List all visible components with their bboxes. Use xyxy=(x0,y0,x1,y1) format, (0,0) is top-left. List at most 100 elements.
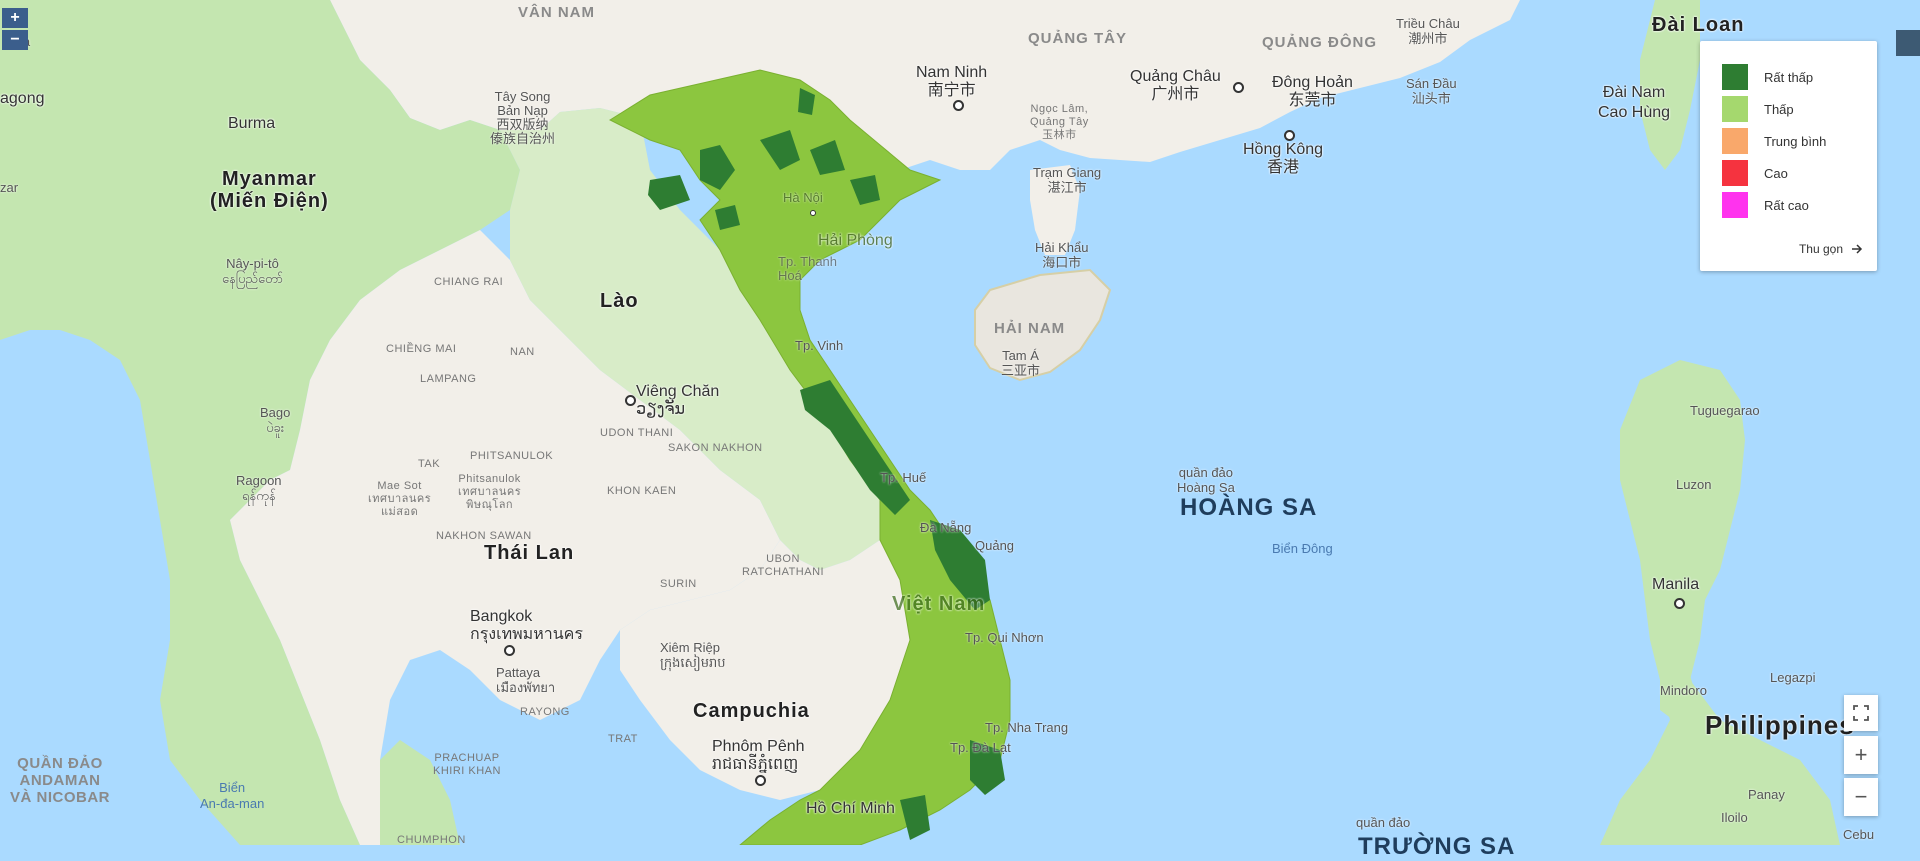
zoom-control-topleft: + − xyxy=(0,8,30,52)
bangkok-marker xyxy=(504,645,515,656)
label-kaohsiung: Đài Nam Cao Hùng xyxy=(1598,84,1671,121)
manila-marker xyxy=(1674,598,1685,609)
legend-collapse-button[interactable]: Thu gọn xyxy=(1799,242,1863,256)
zoom-out-button-topleft[interactable]: − xyxy=(2,30,28,50)
phnompenh-marker xyxy=(755,775,766,786)
hainan-island xyxy=(974,268,1112,382)
legend-collapse-label: Thu gọn xyxy=(1798,242,1843,256)
label-naypyidaw: Nây-pi-tô နေပြည်တော် xyxy=(222,256,284,286)
fullscreen-button[interactable] xyxy=(1844,695,1878,731)
legend-swatch xyxy=(1722,128,1748,154)
label-haikou: Hải Khẩu 海口市 xyxy=(1035,240,1089,270)
legend-swatch xyxy=(1722,192,1748,218)
label-phitsanulok: PHITSANULOK xyxy=(470,450,554,462)
legend-label: Trung bình xyxy=(1764,133,1827,149)
label-cambodia: Campuchia xyxy=(693,700,810,722)
label-nakhon-sawan: NAKHON SAWAN xyxy=(436,530,532,542)
label-khon-kaen: KHON KAEN xyxy=(607,485,677,497)
fullscreen-icon xyxy=(1853,705,1869,721)
label-hcm: Hồ Chí Minh xyxy=(806,800,895,817)
label-agong: agong xyxy=(0,90,45,107)
label-udon: UDON THANI xyxy=(600,427,674,439)
vientiane-marker xyxy=(625,395,636,406)
label-chumphon: CHUMPHON xyxy=(397,834,466,846)
zoom-in-button-topleft[interactable]: + xyxy=(2,8,28,28)
legend-label: Cao xyxy=(1764,165,1788,181)
label-chiang-mai: CHIỀNG MAI xyxy=(386,343,457,355)
label-tuguegarao: Tuguegarao xyxy=(1690,403,1760,418)
legend-swatch xyxy=(1722,64,1748,90)
label-haiphong: Hải Phòng xyxy=(818,232,893,249)
luzon-island xyxy=(1600,360,1840,845)
zoom-out-button[interactable]: − xyxy=(1844,778,1878,816)
label-lampang: LAMPANG xyxy=(420,373,477,385)
label-sanya: Tam Á 三亚市 xyxy=(1001,348,1041,378)
legend-swatch xyxy=(1722,160,1748,186)
label-truong-sa-small: quần đảo xyxy=(1356,815,1411,830)
china-landmass xyxy=(330,0,1520,190)
label-chaozhou: Triều Châu 潮州市 xyxy=(1396,16,1460,46)
cambodia-landmass xyxy=(620,540,910,800)
legend-label: Rất thấp xyxy=(1764,69,1814,85)
label-dongguan: Đông Hoản 东莞市 xyxy=(1272,74,1353,109)
label-dalat: Tp. Đà Lạt xyxy=(950,740,1011,755)
vietnam-very-low-zones xyxy=(648,88,1005,840)
label-vientiane: Viêng Chăn ວຽງຈັນ xyxy=(636,383,720,418)
label-manila: Manila xyxy=(1652,576,1700,593)
legend-item-high: Cao xyxy=(1722,159,1788,187)
label-panay: Panay xyxy=(1748,787,1785,802)
label-bago: Bago ပဲခူး xyxy=(260,405,291,435)
legend-item-low: Thấp xyxy=(1722,95,1794,123)
label-danang: Đà Nẵng xyxy=(920,520,972,535)
leizhou-peninsula xyxy=(1030,165,1080,255)
label-hai-nam: HẢI NAM xyxy=(994,320,1066,337)
label-quinhon: Tp. Qui Nhơn xyxy=(965,630,1044,645)
label-surin: SURIN xyxy=(660,578,697,590)
myanmar-landmass xyxy=(0,0,520,845)
vietnam-landmass xyxy=(608,69,1011,845)
label-nhatrang: Tp. Nha Trang xyxy=(985,720,1069,735)
label-siemreap: Xiêm Riệp ក្រុងសៀមរាប xyxy=(660,640,726,670)
label-truong-sa: TRƯỜNG SA xyxy=(1358,833,1516,860)
label-thailand: Thái Lan xyxy=(484,542,575,564)
guangzhou-marker xyxy=(1233,82,1244,93)
label-philippines: Philippines xyxy=(1705,710,1855,740)
label-maesot: Mae Sot เทศบาลนคร แม่สอด xyxy=(368,480,432,518)
hongkong-marker xyxy=(1284,130,1295,141)
label-vietnam: Việt Nam xyxy=(892,593,986,615)
label-trat: TRAT xyxy=(608,733,638,745)
label-taiwan: Đài Loan xyxy=(1652,14,1745,36)
label-chiang-rai: CHIANG RAI xyxy=(434,276,504,288)
label-quang-tay: QUẢNG TÂY xyxy=(1028,30,1127,47)
label-andaman: QUẦN ĐẢO ANDAMAN VÀ NICOBAR xyxy=(10,755,111,806)
label-sakon: SAKON NAKHON xyxy=(668,442,763,454)
label-yulin: Ngọc Lâm, Quảng Tây 玉林市 xyxy=(1030,103,1089,141)
label-rayong: RAYONG xyxy=(520,706,570,718)
label-quangngai: Quảng xyxy=(975,538,1015,553)
legend-panel: Rất thấp Thấp Trung bình Cao Rất cao Thu… xyxy=(1700,41,1877,271)
label-shantou: Sán Đầu 汕头市 xyxy=(1406,76,1457,106)
label-phitsanulok-city: Phitsanulok เทศบาลนคร พิษณุโลก xyxy=(458,473,522,511)
legend-item-very-low: Rất thấp xyxy=(1722,63,1813,91)
label-nan: NAN xyxy=(510,346,535,358)
legend-label: Thấp xyxy=(1764,101,1794,117)
nanning-marker xyxy=(953,100,964,111)
label-legazpi: Legazpi xyxy=(1770,670,1816,685)
label-ubon: UBON RATCHATHANI xyxy=(742,553,825,578)
label-zhanjiang: Trạm Giang 湛江市 xyxy=(1033,165,1102,195)
legend-label: Rất cao xyxy=(1764,197,1809,213)
arrow-right-icon xyxy=(1852,244,1863,254)
label-lao: Lào xyxy=(600,290,639,312)
label-hongkong: Hồng Kông 香港 xyxy=(1243,141,1324,176)
label-phnompenh: Phnôm Pênh រាជធានីភ្នំពេញ xyxy=(712,738,805,773)
label-guangzhou: Quảng Châu 广州市 xyxy=(1130,68,1221,103)
thailand-landmass xyxy=(230,230,780,845)
label-myanmar: Myanmar (Miến Điện) xyxy=(210,168,329,212)
zoom-in-button[interactable]: + xyxy=(1844,736,1878,774)
label-luzon: Luzon xyxy=(1676,477,1712,492)
panel-toggle-button[interactable] xyxy=(1896,30,1920,56)
label-bien-dong: Biển Đông xyxy=(1272,541,1333,556)
label-yangon: Ragoon ရန်ကုန် xyxy=(236,473,282,503)
label-tak: TAK xyxy=(418,458,441,470)
